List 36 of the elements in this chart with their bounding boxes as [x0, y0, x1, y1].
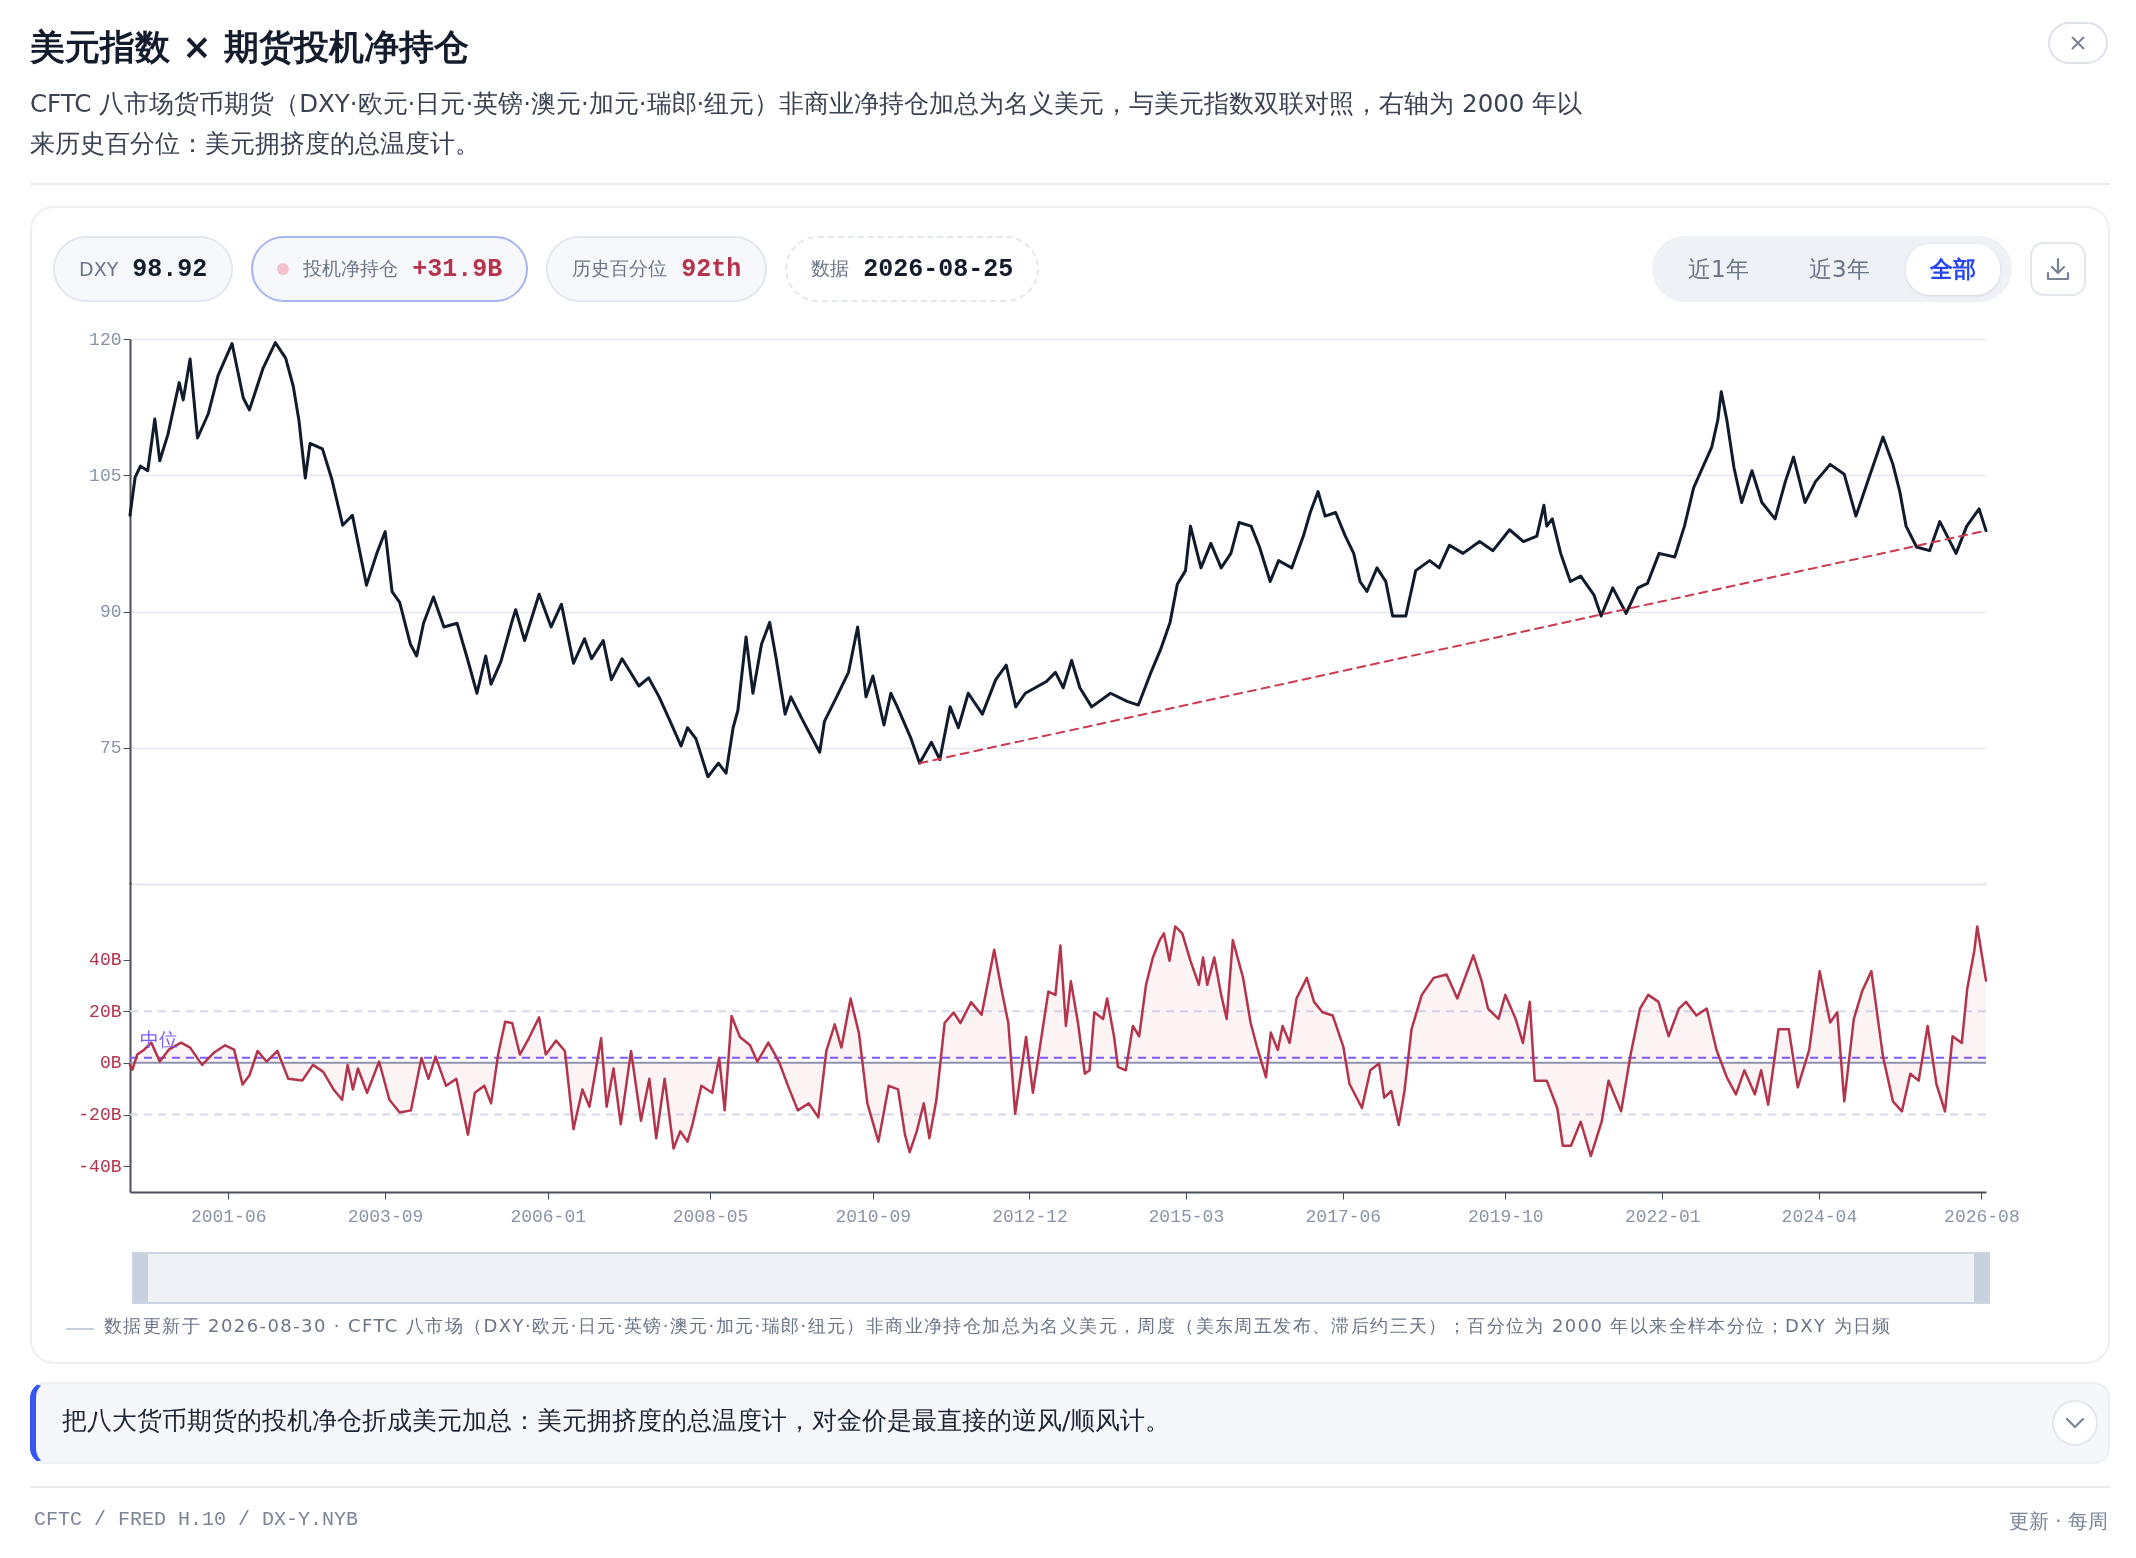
text: 历史百分位 92th [572, 254, 742, 284]
x-tick-label: 2006-01 [510, 1206, 587, 1227]
y-tick-label: 20B [89, 1001, 122, 1022]
chart-title: 美元指数 × 期货投机净持仓 [30, 26, 469, 69]
text: 近1年 [1687, 254, 1750, 284]
x-tick-label: 2003-09 [347, 1206, 424, 1227]
ref-line-label: 中位 [140, 1027, 178, 1050]
text: 近3年 [1808, 254, 1871, 284]
text: 把八大货币期货的投机净仓折成美元加总：美元拥挤度的总温度计，对金价是最直接的逆风/顺风计。 [62, 1405, 1171, 1437]
x-tick-label: 2024-04 [1781, 1206, 1858, 1227]
x-tick-label: 2019-10 [1468, 1206, 1544, 1227]
text: 投机净持仓 +31.9B [303, 254, 503, 284]
y-tick-label: 0B [99, 1053, 122, 1074]
text: 数据更新于 2026-08-30 · CFTC 八市场（DXY·欧元·日元·英镑·澳元·加元·瑞郎·纽元）非商业净持仓加总为名义美元，周度（美东周五发布、滞后约三天）；百分位为 2000 年以来全样本分位；DXY 为日频 [104, 1314, 1892, 1338]
text: 更新 · 每周 [2008, 1508, 2108, 1535]
x-tick-label: 2015-03 [1148, 1206, 1225, 1227]
text: 全部 [1905, 243, 2000, 295]
text: CFTC / FRED H.10 / DX-Y.NYB [34, 1508, 359, 1531]
y-tick-label: -20B [78, 1105, 122, 1125]
text: 数据 2026-08-25 [811, 254, 1014, 284]
y-tick-label: 90 [99, 602, 122, 622]
x-tick-label: 2001-06 [190, 1206, 267, 1227]
x-tick-label: 2017-06 [1305, 1206, 1382, 1227]
y-tick-label: 120 [89, 329, 122, 350]
x-tick-label: 2010-09 [835, 1206, 912, 1227]
line-series [128, 341, 1988, 779]
x-tick-label: 2008-05 [672, 1206, 749, 1227]
y-tick-label: 105 [89, 465, 122, 486]
text: DXY 98.92 [79, 254, 208, 284]
chart-subtitle: CFTC 八市场货币期货（DXY·欧元·日元·英镑·澳元·加元·瑞郎·纽元）非商业净持仓加总为名义美元，与美元指数双联对照，右轴为 2000 年以来历史百分位：美元拥挤度的总温度计。 [30, 88, 1584, 160]
x-tick-label: 2026-08 [1944, 1206, 2020, 1227]
x-tick-label: 2022-01 [1625, 1206, 1701, 1227]
y-tick-label: -40B [78, 1156, 122, 1177]
y-tick-label: 75 [99, 738, 122, 759]
x-tick-label: 2012-12 [992, 1206, 1068, 1227]
y-tick-label: 40B [89, 950, 122, 970]
